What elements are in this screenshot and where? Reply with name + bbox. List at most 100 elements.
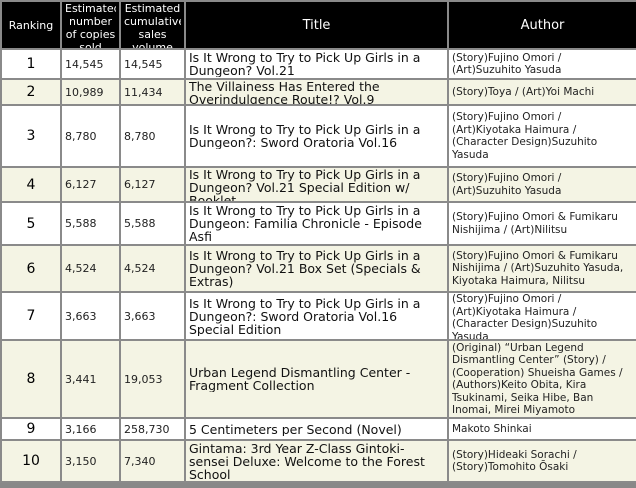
title-cell: The Villainess Has Entered the Overindul… bbox=[184, 78, 449, 106]
cumulative-cell-text: 5,588 bbox=[124, 217, 156, 230]
copies-cell: 5,588 bbox=[60, 201, 121, 246]
cumulative-cell-text: 11,434 bbox=[124, 85, 163, 99]
cumulative-cell-text: 19,053 bbox=[124, 372, 163, 386]
author-cell-text: (Story)Fujino Ōmori & Fumikaru Nishijima… bbox=[452, 211, 618, 236]
title-cell: Is It Wrong to Try to Pick Up Girls in a… bbox=[184, 104, 449, 168]
title-cell-text: Gintama: 3rd Year Z-Class Gintoki-sensei… bbox=[189, 441, 425, 481]
author-cell-text: (Story)Toya / (Art)Yoi Machi bbox=[452, 85, 595, 98]
table-row: 5 5,588 5,588 Is It Wrong to Try to Pick Up… bbox=[0, 201, 636, 246]
rank-cell-text: 9 bbox=[26, 421, 36, 437]
copies-cell: 8,780 bbox=[60, 104, 121, 168]
cumulative-cell-text: 258,730 bbox=[124, 422, 170, 436]
rank-cell: 5 bbox=[0, 201, 62, 246]
title-cell-text: Is It Wrong to Try to Pick Up Girls in a… bbox=[189, 296, 421, 336]
title-cell-text: The Villainess Has Entered the Overindul… bbox=[189, 80, 380, 104]
author-cell: (Story)Fujino Ōmori / (Art)Suzuhito Yasu… bbox=[447, 166, 636, 203]
rank-cell-text: 5 bbox=[26, 215, 36, 232]
author-cell: (Story)Fujino Ōmori & Fumikaru Nishijima… bbox=[447, 244, 636, 293]
rank-cell-text: 10 bbox=[22, 453, 40, 469]
table-row: 1 14,545 14,545 Is It Wrong to Try to Pick … bbox=[0, 48, 636, 80]
title-cell: Is It Wrong to Try to Pick Up Girls in a… bbox=[184, 291, 449, 341]
cumulative-cell-text: 8,780 bbox=[124, 129, 156, 143]
copies-cell-text: 14,545 bbox=[65, 57, 104, 71]
copies-cell: 3,150 bbox=[60, 439, 121, 483]
title-cell: Urban Legend Dismantling Center - Fragme… bbox=[184, 339, 449, 419]
copies-cell: 3,663 bbox=[60, 291, 121, 341]
copies-cell-text: 10,989 bbox=[65, 85, 104, 99]
title-cell: Is It Wrong to Try to Pick Up Girls in a… bbox=[184, 48, 449, 80]
copies-cell: 4,524 bbox=[60, 244, 121, 293]
cumulative-cell: 6,127 bbox=[119, 166, 186, 203]
title-cell-text: Is It Wrong to Try to Pick Up Girls in a… bbox=[189, 249, 421, 288]
cumulative-cell-text: 3,663 bbox=[124, 309, 156, 323]
header-ranking: Ranking bbox=[0, 0, 62, 50]
header-copies-text: Estimated number of copies sold bbox=[65, 2, 116, 48]
rank-cell: 10 bbox=[0, 439, 62, 483]
cumulative-cell: 11,434 bbox=[119, 78, 186, 106]
title-cell: Is It Wrong to Try to Pick Up Girls in a… bbox=[184, 201, 449, 246]
copies-cell-text: 5,588 bbox=[65, 217, 97, 230]
author-cell-text: (Original) “Urban Legend Dismantling Cen… bbox=[452, 341, 623, 416]
copies-cell-text: 3,166 bbox=[65, 422, 97, 436]
rank-cell-text: 8 bbox=[26, 371, 36, 387]
author-cell: (Story)Fujino Ōmori / (Art)Kiyotaka Haim… bbox=[447, 291, 636, 341]
author-cell-text: (Story)Fujino Ōmori & Fumikaru Nishijima… bbox=[452, 249, 624, 287]
rank-cell-text: 3 bbox=[26, 128, 36, 144]
copies-cell: 3,166 bbox=[60, 417, 121, 441]
header-row: Ranking Estimated number of copies sold … bbox=[0, 0, 636, 50]
cumulative-cell: 7,340 bbox=[119, 439, 186, 483]
author-cell-text: (Story)Fujino Ōmori / (Art)Kiyotaka Haim… bbox=[452, 293, 598, 339]
cumulative-cell: 258,730 bbox=[119, 417, 186, 441]
copies-cell: 3,441 bbox=[60, 339, 121, 419]
copies-cell: 10,989 bbox=[60, 78, 121, 106]
copies-cell-text: 4,524 bbox=[65, 262, 97, 275]
table-row: 8 3,441 19,053 Urban Legend Dismantling Cen… bbox=[0, 339, 636, 419]
title-cell-text: Is It Wrong to Try to Pick Up Girls in a… bbox=[189, 123, 421, 149]
title-cell: Is It Wrong to Try to Pick Up Girls in a… bbox=[184, 166, 449, 203]
rank-cell: 9 bbox=[0, 417, 62, 441]
rank-cell: 8 bbox=[0, 339, 62, 419]
author-cell: Makoto Shinkai bbox=[447, 417, 636, 441]
author-cell-text: (Story)Fujino Ōmori / (Art)Kiyotaka Haim… bbox=[452, 111, 598, 161]
author-cell-text: Makoto Shinkai bbox=[452, 422, 532, 435]
author-cell-text: (Story)Hideaki Sorachi / (Story)Tomohito… bbox=[452, 448, 577, 474]
title-cell: Is It Wrong to Try to Pick Up Girls in a… bbox=[184, 244, 449, 293]
rank-cell-text: 2 bbox=[26, 84, 36, 100]
cumulative-cell-text: 6,127 bbox=[124, 178, 156, 191]
title-cell: Gintama: 3rd Year Z-Class Gintoki-sensei… bbox=[184, 439, 449, 483]
rank-cell: 7 bbox=[0, 291, 62, 341]
author-cell: (Story)Fujino Ōmori / (Art)Kiyotaka Haim… bbox=[447, 104, 636, 168]
author-cell: (Story)Toya / (Art)Yoi Machi bbox=[447, 78, 636, 106]
rank-cell: 1 bbox=[0, 48, 62, 80]
cumulative-cell-text: 7,340 bbox=[124, 454, 156, 468]
table-row: 7 3,663 3,663 Is It Wrong to Try to Pick Up… bbox=[0, 291, 636, 341]
cumulative-cell: 8,780 bbox=[119, 104, 186, 168]
title-cell-text: Urban Legend Dismantling Center - Fragme… bbox=[189, 366, 411, 392]
rank-cell-text: 1 bbox=[26, 56, 36, 72]
copies-cell-text: 8,780 bbox=[65, 129, 97, 143]
cumulative-cell-text: 4,524 bbox=[124, 262, 156, 275]
copies-cell-text: 3,150 bbox=[65, 454, 97, 468]
title-cell-text: Is It Wrong to Try to Pick Up Girls in a… bbox=[189, 168, 421, 201]
rank-cell-text: 6 bbox=[26, 260, 36, 277]
rank-cell: 2 bbox=[0, 78, 62, 106]
table-row: 6 4,524 4,524 Is It Wrong to Try to Pick Up… bbox=[0, 244, 636, 293]
cumulative-cell-text: 14,545 bbox=[124, 57, 163, 71]
table-row: 10 3,150 7,340 Gintama: 3rd Year Z-Class Gi… bbox=[0, 439, 636, 483]
author-cell-text: (Story)Fujino Ōmori / (Art)Suzuhito Yasu… bbox=[452, 51, 562, 77]
author-cell: (Original) “Urban Legend Dismantling Cen… bbox=[447, 339, 636, 419]
copies-cell: 14,545 bbox=[60, 48, 121, 80]
table-row: 2 10,989 11,434 The Villainess Has Entered … bbox=[0, 78, 636, 106]
rank-cell: 6 bbox=[0, 244, 62, 293]
author-cell-text: (Story)Fujino Ōmori / (Art)Suzuhito Yasu… bbox=[452, 172, 562, 197]
cumulative-cell: 5,588 bbox=[119, 201, 186, 246]
header-copies-sold: Estimated number of copies sold bbox=[60, 0, 121, 50]
title-cell-text: 5 Centimeters per Second (Novel) bbox=[189, 422, 402, 436]
rank-cell: 3 bbox=[0, 104, 62, 168]
title-cell-text: Is It Wrong to Try to Pick Up Girls in a… bbox=[189, 204, 422, 243]
cumulative-cell: 14,545 bbox=[119, 48, 186, 80]
cumulative-cell: 4,524 bbox=[119, 244, 186, 293]
copies-cell-text: 6,127 bbox=[65, 178, 97, 191]
